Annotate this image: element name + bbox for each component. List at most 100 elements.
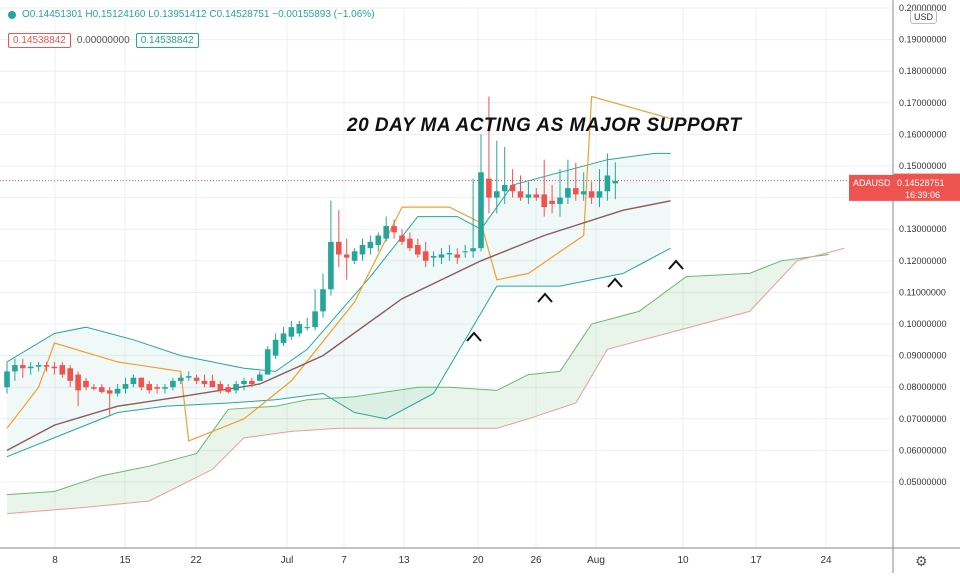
candle-body [383,226,389,239]
candle-body [351,251,358,261]
indicator-value-c[interactable]: 0.14538842 [135,33,199,48]
candle-body [35,365,42,367]
candle-body [257,374,263,381]
candle-body [375,235,382,245]
candle-body [462,251,468,253]
candle-body [604,175,611,192]
y-tick-label: 0.19000000 [899,35,947,45]
cloud-span-b [6,247,845,515]
candle-body [580,191,587,195]
y-tick-label: 0.20000000 [899,3,947,13]
ma20-line [6,200,671,452]
candle-body [233,384,239,391]
cloud-span-a [6,254,829,496]
candle-body [430,256,437,258]
candle-body [4,371,10,388]
x-tick-label: 7 [341,555,347,566]
candle-body [178,377,184,381]
candle-body [533,194,540,198]
candle-body [407,238,413,249]
candle-body [573,188,579,195]
x-tick-label: 8 [52,555,58,566]
grid [0,7,893,548]
band-lower [6,247,671,458]
indicator-value-a[interactable]: 0.14538842 [8,33,71,48]
candle-body [138,377,145,388]
candle-body [320,289,326,312]
candle-body [20,365,26,369]
chart-annotation: 20 DAY MA ACTING AS MAJOR SUPPORT [347,115,742,136]
support-chevron-icon [537,292,553,303]
candle-body [454,254,461,258]
candle-body [288,327,295,337]
y-tick-label: 0.06000000 [899,445,947,455]
candle-body [312,311,318,328]
candle-body [272,339,279,356]
candle-body [438,254,445,258]
y-tick-label: 0.12000000 [899,256,947,266]
y-tick-label: 0.10000000 [899,319,947,329]
candle-body [43,365,50,367]
ohlc-values: O0.14451301 H0.15124160 L0.13951412 C0.1… [22,9,375,20]
candle-body [106,390,113,394]
candle-body [391,226,397,233]
close-price-tag [849,174,960,201]
x-tick-label: 20 [472,555,484,566]
candle-body [217,384,224,391]
candle-body [501,184,508,192]
y-tick-label: 0.07000000 [899,414,947,424]
candle-body [422,251,429,261]
candle-body [27,366,34,369]
close-price-label: 0.14528751 [897,178,945,188]
candle-body [264,349,271,375]
candle-body [241,380,247,385]
y-tick-label: 0.18000000 [899,66,947,76]
candle-body [612,180,619,184]
currency-button[interactable]: USD [910,10,938,24]
x-tick-label: Jul [281,555,294,566]
candle-body [367,241,374,249]
candle-body [12,365,18,372]
candle-body [67,368,73,381]
candle-body [517,191,524,198]
candle-body [470,248,476,252]
candle-body [146,384,152,391]
candle-body [122,384,129,389]
settings-gear-icon[interactable]: ⚙ [915,553,928,569]
y-tick-label: 0.15000000 [899,161,947,171]
x-tick-label: 26 [530,555,542,566]
candle-body [99,387,105,392]
ohlc-legend: O0.14451301 H0.15124160 L0.13951412 C0.1… [8,9,375,20]
candle-body [343,254,350,258]
x-tick-label: 22 [190,555,202,566]
cloud-fill [7,248,845,514]
candle-body [549,200,555,204]
candle-body [91,387,97,389]
candle-body [486,178,492,198]
candle-body [509,184,516,192]
candle-body [185,376,192,378]
candle-body [399,235,405,242]
candle-body [304,327,310,329]
candle-body [114,388,121,394]
y-tick-label: 0.17000000 [899,98,947,108]
candle-body [565,188,571,198]
candle-body [83,380,89,388]
y-tick-label: 0.05000000 [899,477,947,487]
candle-body [170,380,176,388]
candle-layer [4,96,619,416]
candle-body [588,191,595,198]
candle-body [51,366,58,369]
candle-body [130,377,137,385]
support-chevron-icon [668,259,684,270]
x-tick-label: 13 [398,555,410,566]
series-dot-icon[interactable] [8,10,16,19]
y-tick-label: 0.16000000 [899,129,947,139]
y-tick-label: 0.13000000 [899,224,947,234]
candle-body [225,387,231,392]
candle-body [446,252,453,255]
candle-body [596,191,603,198]
indicator-legend: 0.14538842 0.00000000 0.14538842 [8,33,199,48]
